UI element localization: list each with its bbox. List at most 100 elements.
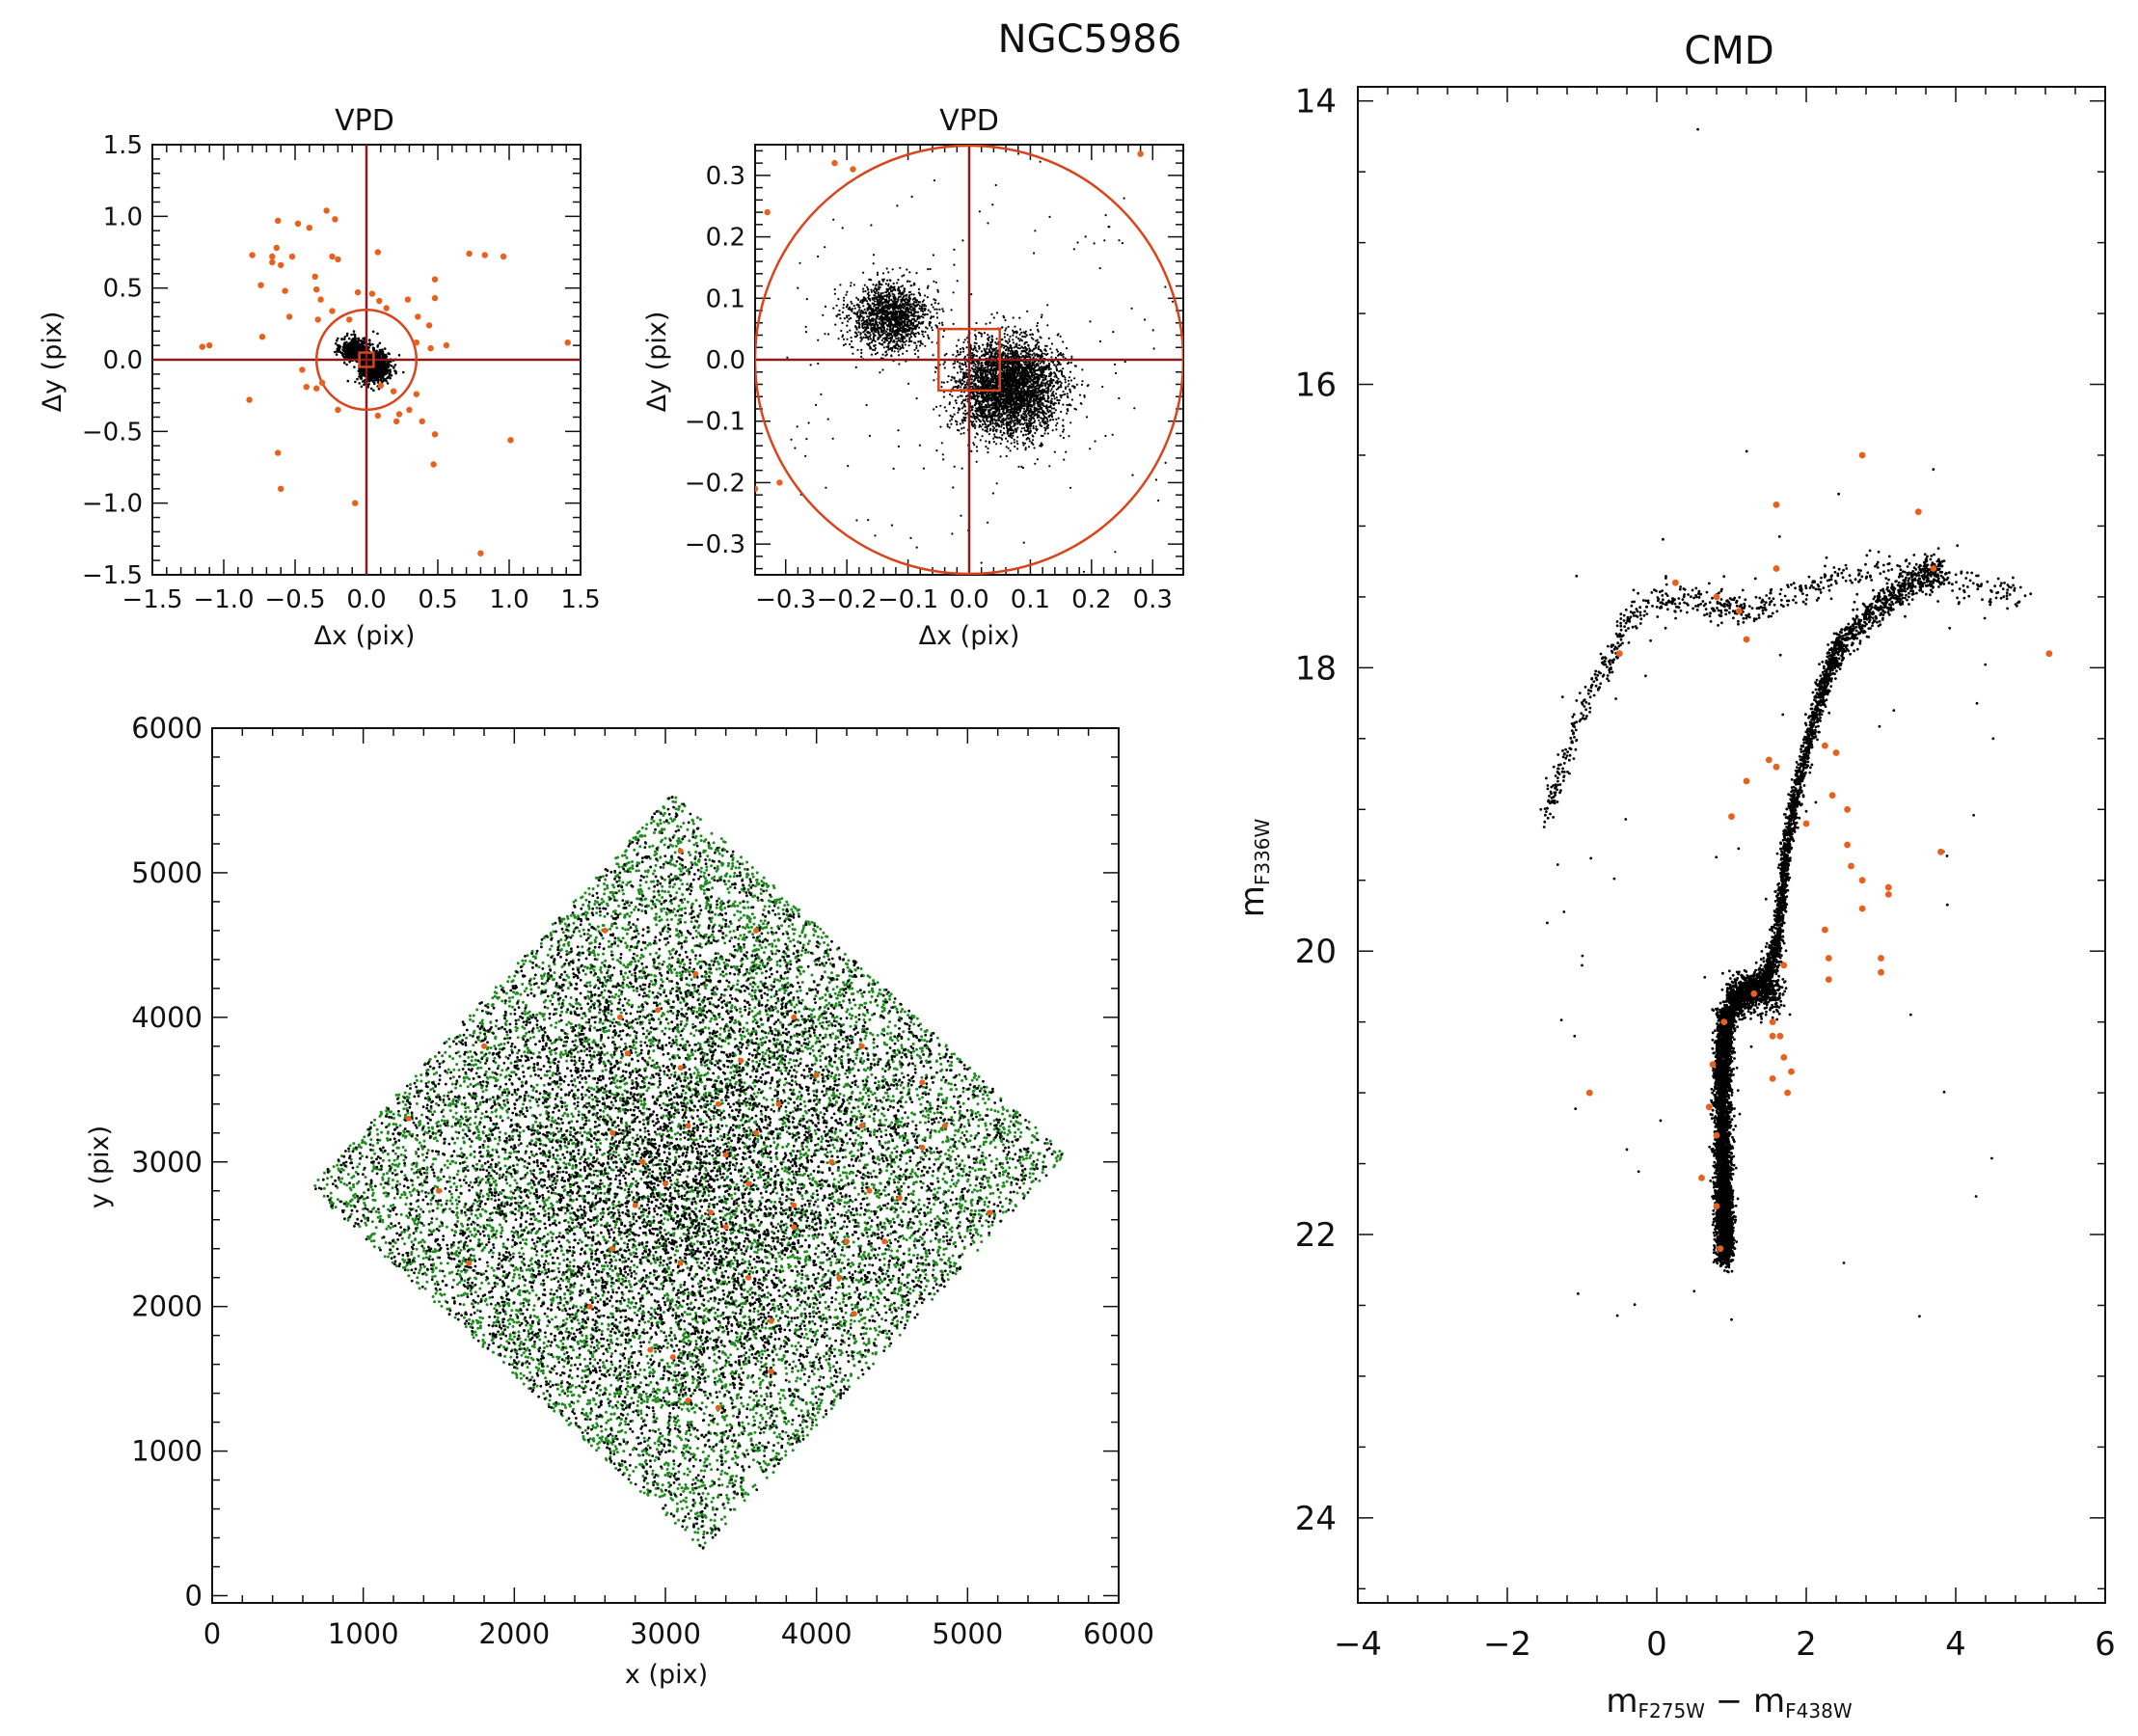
vpd-zoom-cluster-star-point — [850, 282, 852, 285]
vpd-zoom-cluster-star-point — [894, 316, 897, 319]
vpd-wide-cluster-star-point — [381, 356, 384, 360]
vpd-zoom-cluster-star-point — [1006, 440, 1009, 443]
vpd-wide-cluster-star-point — [402, 370, 405, 374]
vpd-zoom-cluster-star-point — [868, 335, 872, 339]
vpd-zoom-cluster-star-point — [858, 306, 861, 309]
vpd-zoom-cluster-star-point — [893, 350, 896, 353]
vpd-zoom-cluster-star-point — [1015, 399, 1018, 402]
vpd-zoom-cluster-star-point — [1001, 434, 1004, 437]
vpd-zoom-cluster-star-point — [911, 332, 914, 335]
vpd-zoom-cluster-star-point — [881, 353, 884, 356]
vpd-wide-field-star-point — [306, 225, 312, 231]
vpd-zoom-cluster-star-point — [862, 271, 865, 274]
vpd-zoom-cluster-star-point — [896, 331, 899, 334]
vpd-zoom-cluster-star-point — [901, 316, 904, 319]
vpd-zoom-cluster-star-point — [871, 302, 875, 305]
vpd-zoom-cluster-star-point — [887, 319, 890, 322]
vpd-zoom-cluster-star-point — [870, 318, 873, 322]
vpd-zoom-cluster-star-point — [898, 354, 901, 357]
vpd-zoom-cluster-star-point — [851, 302, 853, 305]
vpd-zoom-cluster-star-point — [840, 329, 843, 333]
vpd-zoom-cluster-star-point — [907, 344, 910, 347]
vpd-wide-field-star-point — [335, 406, 341, 414]
vpd-zoom-cluster-star-point — [1053, 411, 1056, 414]
vpd-wide-field-star-point — [323, 207, 330, 214]
vpd-zoom-cluster-star-point — [907, 313, 909, 316]
vpd-zoom-cluster-star-point — [874, 347, 878, 350]
vpd-zoom-cluster-star-point — [935, 316, 939, 319]
vpd-zoom-cluster-star-point — [995, 428, 998, 431]
vpd-zoom-cluster-star-point — [878, 298, 881, 301]
vpd-zoom-cluster-star-point — [907, 296, 910, 299]
vpd-zoom-cluster-star-point — [1049, 347, 1052, 350]
vpd-zoom-ytick-label: 0.1 — [706, 285, 745, 313]
vpd-zoom-cluster-star-point — [961, 407, 963, 410]
vpd-zoom-cluster-star-point — [881, 310, 884, 312]
vpd-zoom-cluster-star-point — [948, 401, 952, 404]
vpd-zoom-cluster-star-point — [905, 328, 907, 331]
vpd-zoom-cluster-star-point — [964, 412, 967, 416]
vpd-zoom-cluster-star-point — [866, 315, 869, 318]
vpd-wide-cluster-star-point — [377, 353, 380, 357]
vpd-zoom-cluster-star-point — [863, 284, 866, 286]
vpd-zoom-cluster-star-point — [1062, 419, 1065, 421]
vpd-zoom-cluster-star-point — [866, 292, 869, 295]
vpd-wide-cluster-star-point — [372, 389, 375, 393]
vpd-zoom-cluster-star-point — [917, 340, 920, 343]
vpd-zoom-cluster-star-point — [893, 333, 896, 336]
vpd-zoom-cluster-star-point — [986, 430, 988, 433]
vpd-zoom-cluster-star-point — [1050, 351, 1053, 354]
vpd-zoom-cluster-star-point — [938, 308, 941, 311]
vpd-zoom-cluster-star-point — [962, 350, 965, 353]
vpd-zoom-cluster-star-point — [855, 304, 858, 307]
vpd-zoom-cluster-star-point — [1000, 423, 1003, 426]
vpd-zoom-cluster-star-point — [922, 310, 925, 313]
vpd-zoom-cluster-star-point — [974, 436, 977, 439]
vpd-zoom-cluster-star-point — [914, 314, 917, 317]
vpd-wide-cluster-star-point — [358, 344, 361, 348]
vpd-zoom-cluster-star-point — [895, 321, 898, 324]
vpd-zoom-cluster-star-point — [896, 282, 899, 285]
vpd-zoom-cluster-star-point — [1007, 352, 1010, 355]
vpd-wide-field-star-point — [313, 385, 320, 392]
vpd-zoom-cluster-star-point — [866, 307, 869, 310]
vpd-wide-field-star-point — [431, 276, 439, 283]
vpd-zoom-cluster-star-point — [1016, 443, 1019, 446]
vpd-zoom-cluster-star-point — [874, 320, 877, 324]
vpd-zoom-cluster-star-point — [868, 323, 871, 326]
vpd-zoom-cluster-star-point — [1069, 421, 1072, 424]
vpd-zoom-cluster-star-point — [897, 292, 901, 295]
vpd-zoom-cluster-star-point — [943, 366, 946, 369]
vpd-zoom-cluster-star-point — [860, 355, 863, 358]
vpd-wide-cluster-star-point — [393, 369, 396, 372]
vpd-wide-cluster-star-point — [370, 376, 374, 380]
vpd-zoom-cluster-star-point — [1066, 347, 1069, 350]
vpd-zoom-cluster-star-point — [914, 352, 917, 356]
vpd-zoom-cluster-star-point — [900, 300, 903, 303]
vpd-zoom-cluster-star-point — [846, 316, 849, 319]
vpd-zoom-cluster-star-point — [922, 316, 925, 319]
vpd-wide-cluster-star-point — [368, 343, 372, 347]
vpd-zoom-cluster-star-point — [950, 309, 953, 312]
vpd-zoom-cluster-star-point — [1066, 412, 1069, 415]
vpd-wide-cluster-star-point — [362, 340, 365, 343]
vpd-zoom-cluster-star-point — [873, 344, 876, 348]
vpd-zoom-cluster-star-point — [879, 312, 881, 314]
vpd-zoom-cluster-star-point — [910, 314, 913, 317]
vpd-zoom-cluster-star-point — [876, 300, 879, 303]
vpd-zoom-cluster-star-point — [906, 330, 908, 333]
vpd-zoom-cluster-star-point — [881, 318, 884, 321]
vpd-zoom-cluster-star-point — [837, 338, 840, 340]
vpd-zoom-cluster-star-point — [835, 304, 838, 307]
vpd-wide-cluster-star-point — [361, 345, 365, 349]
vpd-zoom-cluster-star-point — [909, 306, 912, 309]
vpd-wide-cluster-star-point — [373, 368, 377, 371]
vpd-zoom-cluster-star-point — [919, 294, 922, 297]
vpd-zoom-cluster-star-point — [894, 346, 897, 349]
vpd-zoom-cluster-star-point — [866, 303, 870, 306]
vpd-zoom-cluster-star-point — [929, 317, 933, 320]
vpd-wide-cluster-star-point — [376, 332, 379, 336]
vpd-zoom-cluster-star-point — [898, 314, 901, 317]
vpd-zoom-cluster-star-point — [913, 319, 916, 322]
vpd-zoom-cluster-star-point — [892, 304, 895, 307]
